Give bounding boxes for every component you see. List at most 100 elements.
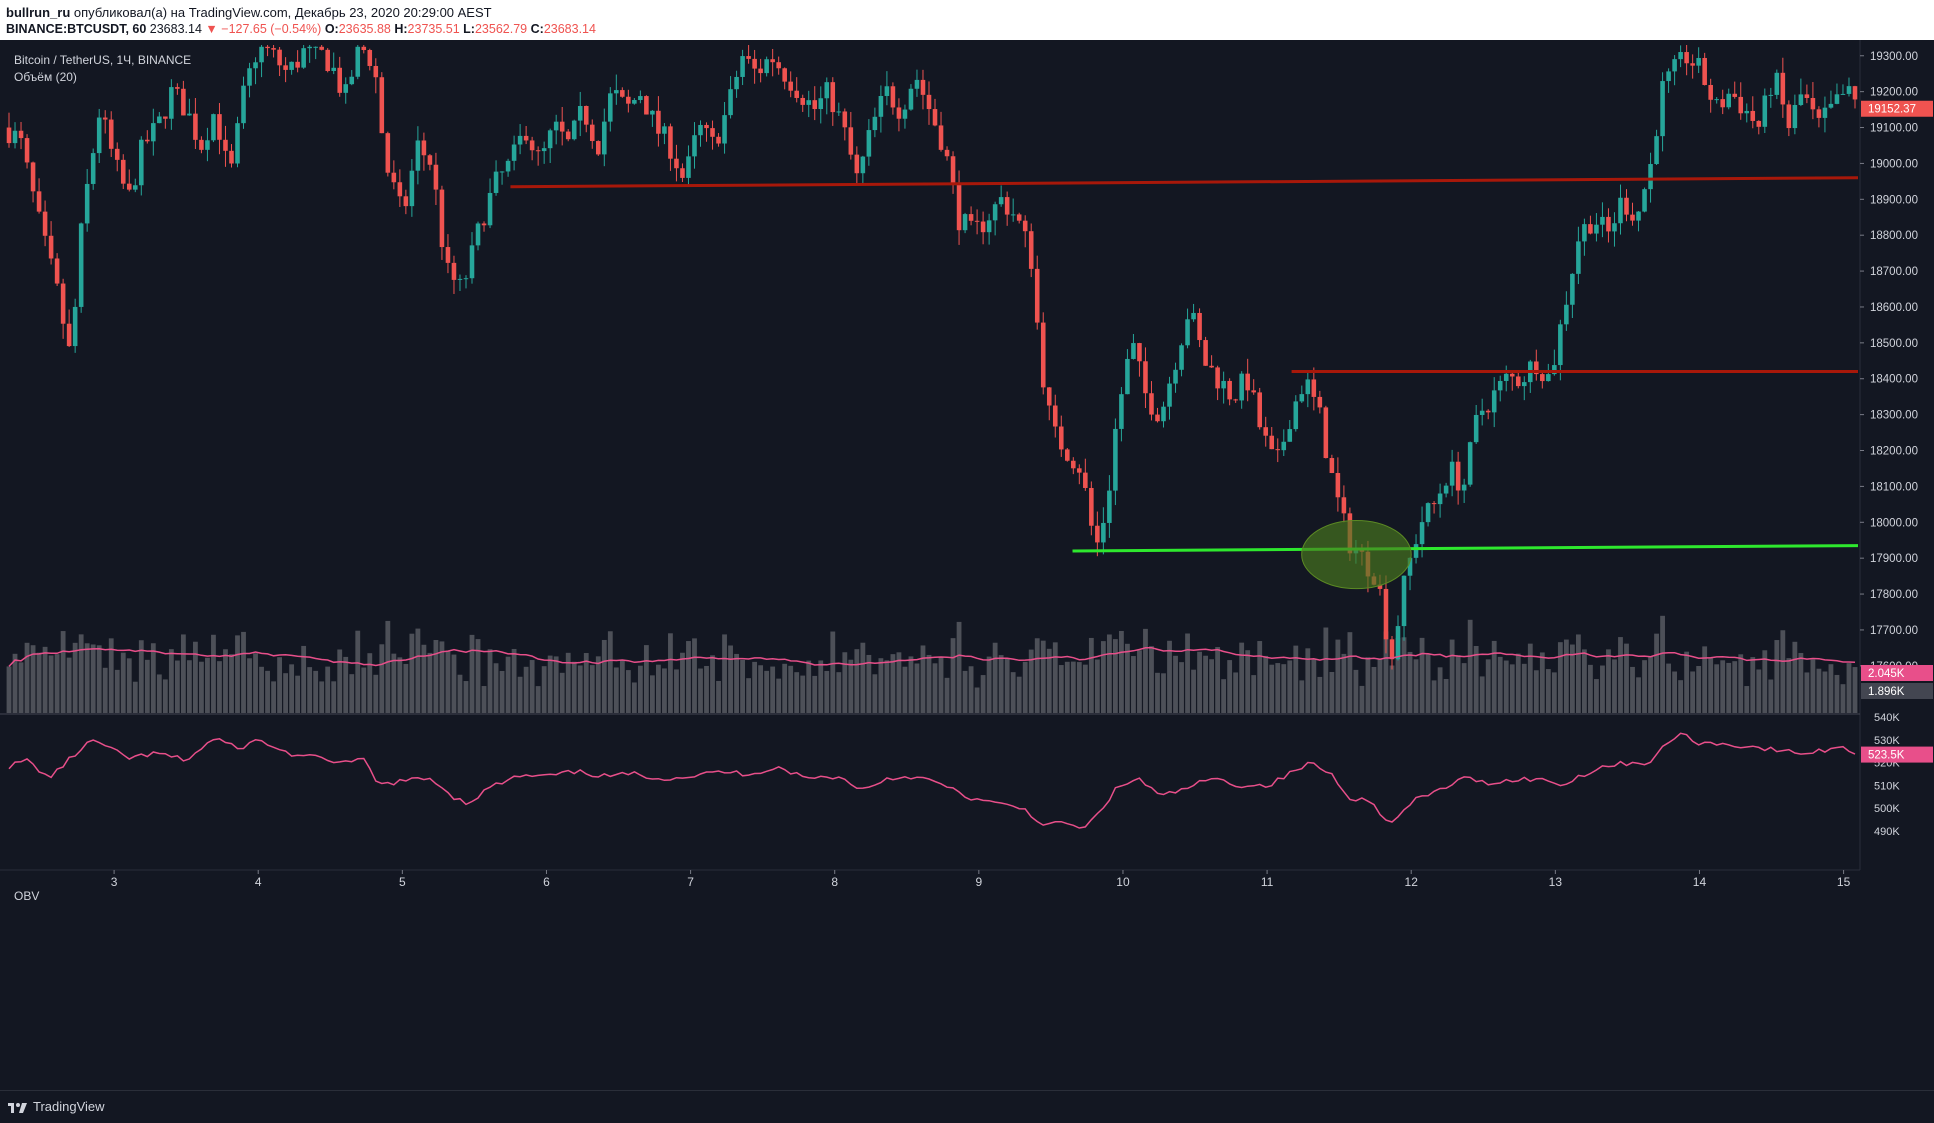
tradingview-logo-icon — [8, 1102, 27, 1113]
volume-bar — [102, 667, 108, 713]
volume-bar — [1407, 651, 1413, 713]
volume-bar — [1666, 663, 1671, 713]
volume-ma-line — [8, 646, 1856, 667]
candle-body — [1570, 273, 1575, 305]
candle-body — [1383, 588, 1389, 640]
candle-body — [764, 59, 769, 74]
candle-body — [1107, 490, 1112, 523]
candle-body — [457, 278, 463, 280]
candle-body — [1834, 94, 1840, 104]
volume-bar — [1299, 680, 1305, 713]
candle-body — [602, 121, 607, 155]
candle-body — [1131, 343, 1136, 359]
candle-body — [1485, 410, 1491, 413]
volume-bar — [1106, 634, 1112, 713]
resistance-upper-line — [510, 176, 1859, 189]
tradingview-brand[interactable]: TradingView — [8, 1099, 105, 1114]
candle-body — [355, 46, 361, 77]
time-tick-label: 7 — [687, 875, 694, 889]
volume-bar — [998, 655, 1004, 713]
candle-body — [72, 306, 78, 347]
volume-bar — [1203, 655, 1208, 713]
candle-body — [716, 136, 721, 144]
volume-bar — [1239, 642, 1245, 713]
volume-bar — [499, 670, 505, 713]
candle-body — [1239, 373, 1244, 401]
candle-body — [908, 88, 914, 110]
volume-bar — [301, 645, 307, 713]
down-arrow-icon: ▼ — [205, 22, 218, 36]
highlight-ellipse — [1301, 519, 1412, 590]
candle-body — [944, 149, 950, 157]
volume-bar — [144, 659, 150, 713]
low-label: L: — [463, 22, 475, 36]
candle-body — [1401, 575, 1407, 627]
candle-body — [271, 48, 276, 50]
volume-bar — [1527, 643, 1533, 713]
high-value: 23735.51 — [407, 22, 460, 36]
candle-body — [1071, 460, 1076, 469]
candle-body — [788, 81, 793, 91]
volume-bar — [668, 633, 673, 713]
candle-body — [1281, 441, 1287, 451]
candle-body — [1774, 72, 1780, 95]
time-tick-label: 6 — [543, 875, 550, 889]
obv-tick-label: 490K — [1874, 826, 1900, 838]
drawn-lines[interactable] — [510, 176, 1859, 590]
volume-bar — [1491, 640, 1497, 713]
last-price: 23683.14 — [149, 22, 202, 36]
volume-bar — [60, 631, 66, 713]
volume-bar — [722, 634, 727, 713]
volume-bar — [12, 653, 18, 713]
candle-body — [403, 196, 409, 207]
volume-bar — [78, 634, 84, 713]
candle-body — [1822, 107, 1828, 118]
volume-bar — [986, 656, 992, 713]
chart-canvas[interactable]: 17600.0017700.0017800.0017900.0018000.00… — [0, 40, 1934, 1090]
volume-bar — [1167, 640, 1172, 713]
volume-bar — [1010, 672, 1016, 713]
candle-body — [1275, 449, 1281, 451]
volume-bar — [1317, 676, 1323, 713]
volume-bar — [1221, 679, 1227, 713]
volume-bar — [186, 660, 192, 713]
volume-bar — [1606, 649, 1611, 713]
volume-bar — [481, 686, 487, 713]
candle-body — [289, 61, 294, 70]
obv-tick-label: 510K — [1874, 780, 1900, 792]
volume-bar — [469, 634, 475, 713]
obv-tick-label: 540K — [1874, 712, 1900, 724]
volume-bar — [1551, 672, 1557, 713]
volume-bar — [1846, 663, 1852, 713]
volume-bar — [800, 675, 806, 713]
volume-bars — [6, 615, 1858, 713]
volume-bar — [355, 630, 361, 713]
volume-bar — [830, 631, 836, 713]
volume-bar — [770, 666, 776, 713]
volume-bar — [1064, 661, 1070, 713]
volume-bar — [391, 653, 397, 713]
candle-body — [1684, 52, 1689, 64]
candle-body — [1004, 197, 1010, 215]
candle-body — [120, 159, 126, 184]
author-name[interactable]: bullrun_ru — [6, 5, 71, 20]
volume-bar — [1119, 630, 1124, 713]
candle-body — [1233, 399, 1238, 401]
volume-bar — [938, 656, 944, 713]
candle-body — [102, 117, 108, 120]
candle-body — [1491, 390, 1497, 413]
volume-bar — [1678, 680, 1684, 713]
obv-last-badge: 523.5K — [1868, 750, 1905, 762]
volume-bar — [1149, 646, 1154, 713]
candle-body — [1257, 392, 1262, 428]
candle-body — [1744, 110, 1750, 114]
volume-bar — [1359, 685, 1365, 713]
candle-body — [12, 130, 18, 144]
candle-body — [1479, 410, 1485, 415]
candle-body — [1786, 104, 1792, 129]
volume-bar — [1467, 619, 1473, 713]
time-tick-label: 3 — [111, 875, 118, 889]
candle-body — [1046, 387, 1052, 406]
volume-bar — [108, 638, 114, 713]
volume-bar — [595, 656, 601, 713]
